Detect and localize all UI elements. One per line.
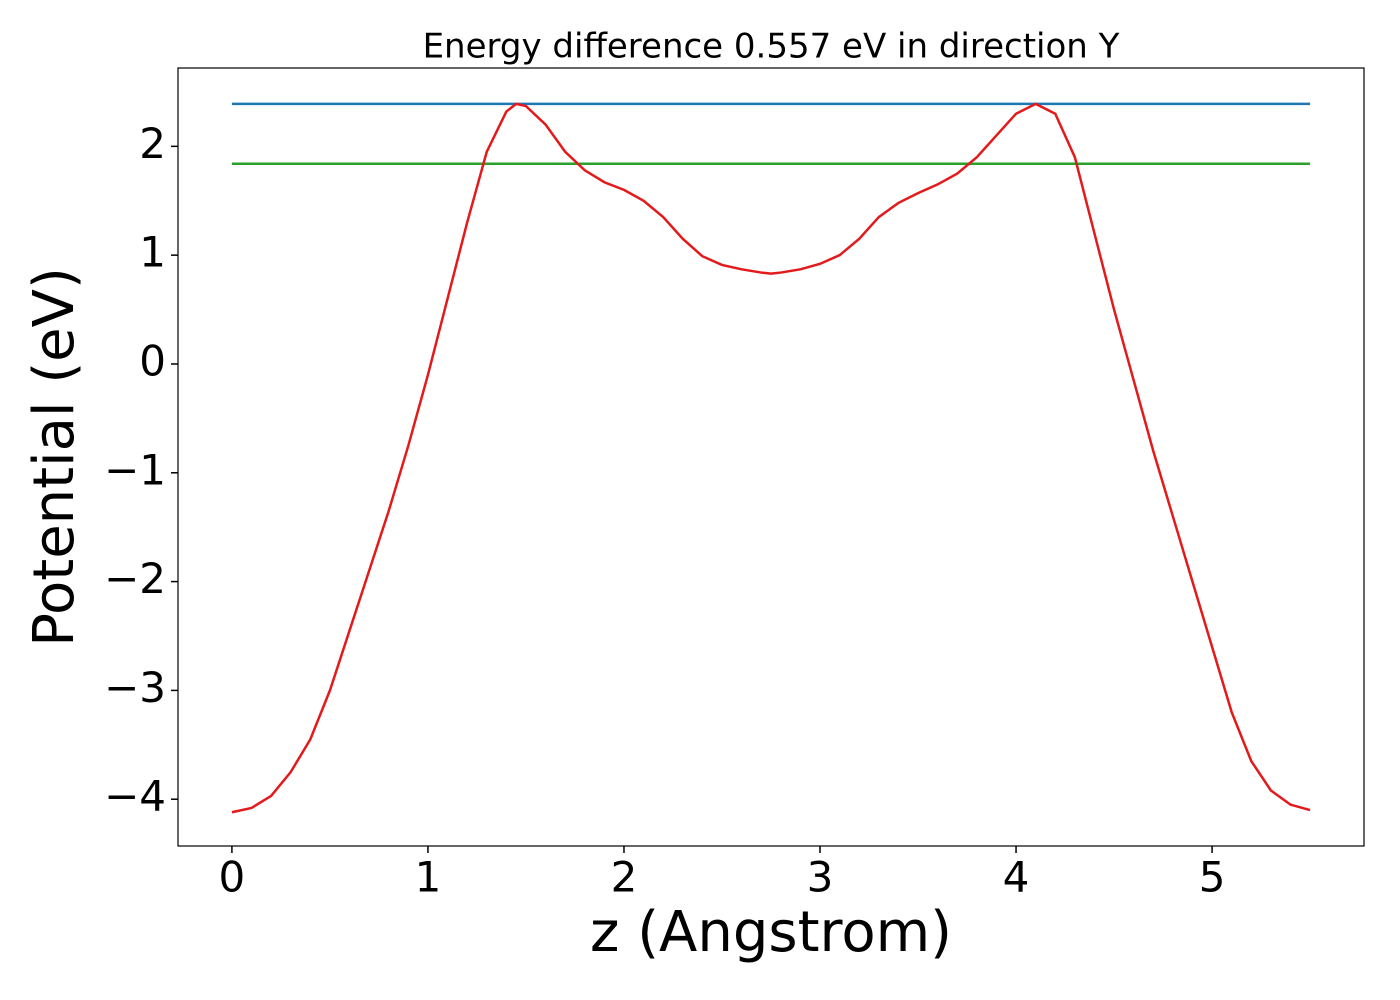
y-tick-label: 2	[139, 119, 166, 168]
x-tick-label: 4	[1003, 853, 1030, 902]
x-tick-label: 3	[807, 853, 834, 902]
x-tick-label: 2	[611, 853, 638, 902]
x-axis-label: z (Angstrom)	[590, 900, 952, 965]
y-axis-label: Potential (eV)	[22, 267, 87, 647]
y-tick-label: −4	[104, 772, 166, 821]
x-tick-label: 1	[415, 853, 442, 902]
y-tick-label: 0	[139, 336, 166, 385]
x-tick-label: 0	[219, 853, 246, 902]
y-tick-label: −2	[104, 554, 166, 603]
plot-frame	[177, 67, 1365, 847]
series-line	[231, 102, 1311, 814]
y-tick-label: 1	[139, 228, 166, 277]
y-tick-label: −1	[104, 445, 166, 494]
y-tick-label: −3	[104, 663, 166, 712]
x-tick-label: 5	[1199, 853, 1226, 902]
chart-title: Energy difference 0.557 eV in direction …	[423, 27, 1120, 67]
